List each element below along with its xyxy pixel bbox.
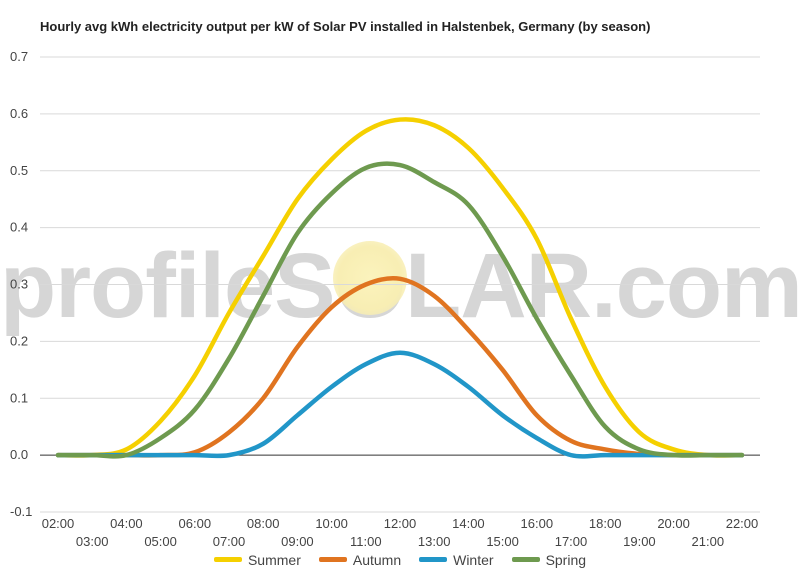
- x-tick-label: 12:00: [384, 516, 417, 531]
- x-tick-label: 17:00: [555, 534, 588, 549]
- legend-swatch: [318, 557, 347, 562]
- series-line-winter: [55, 350, 745, 459]
- y-tick-label: 0.1: [10, 390, 28, 405]
- x-tick-label: 04:00: [110, 516, 143, 531]
- legend-label: Autumn: [352, 551, 402, 568]
- legend-label: Winter: [453, 551, 494, 568]
- x-tick-label: 16:00: [521, 516, 554, 531]
- series-line-spring: [55, 161, 745, 459]
- x-tick-label: 07:00: [213, 534, 246, 549]
- x-tick-label: 14:00: [452, 516, 485, 531]
- chart-title: Hourly avg kWh electricity output per kW…: [40, 19, 651, 34]
- y-tick-label: 0.2: [10, 333, 28, 348]
- series-line-autumn: [55, 275, 745, 458]
- x-tick-label: 09:00: [281, 534, 314, 549]
- y-tick-label: -0.1: [10, 504, 32, 519]
- y-tick-label: 0.0: [10, 447, 28, 462]
- x-tick-label: 13:00: [418, 534, 451, 549]
- legend-item-spring[interactable]: Spring: [511, 551, 587, 568]
- x-tick-label: 08:00: [247, 516, 280, 531]
- legend-item-summer[interactable]: Summer: [213, 551, 301, 568]
- y-tick-label: 0.3: [10, 277, 28, 292]
- y-tick-label: 0.6: [10, 106, 28, 121]
- x-tick-label: 22:00: [726, 516, 759, 531]
- legend-item-winter[interactable]: Winter: [419, 551, 494, 568]
- y-tick-label: 0.5: [10, 163, 28, 178]
- x-tick-label: 05:00: [144, 534, 177, 549]
- x-tick-label: 19:00: [623, 534, 656, 549]
- legend-swatch: [511, 557, 540, 562]
- legend-swatch: [419, 557, 448, 562]
- y-tick-label: 0.4: [10, 220, 28, 235]
- x-tick-label: 20:00: [657, 516, 690, 531]
- legend-label: Summer: [247, 551, 301, 568]
- x-tick-label: 03:00: [76, 534, 109, 549]
- x-tick-label: 18:00: [589, 516, 622, 531]
- x-tick-label: 21:00: [692, 534, 725, 549]
- legend-label: Spring: [545, 551, 587, 568]
- x-tick-label: 02:00: [42, 516, 75, 531]
- x-tick-label: 10:00: [315, 516, 348, 531]
- x-tick-label: 11:00: [350, 534, 382, 549]
- series-line-summer: [55, 117, 745, 458]
- x-tick-label: 06:00: [179, 516, 212, 531]
- chart-legend: Summer Autumn Winter Spring: [0, 549, 800, 568]
- x-tick-label: 15:00: [486, 534, 519, 549]
- legend-swatch: [213, 557, 242, 562]
- y-tick-label: 0.7: [10, 49, 28, 64]
- legend-item-autumn[interactable]: Autumn: [318, 551, 402, 568]
